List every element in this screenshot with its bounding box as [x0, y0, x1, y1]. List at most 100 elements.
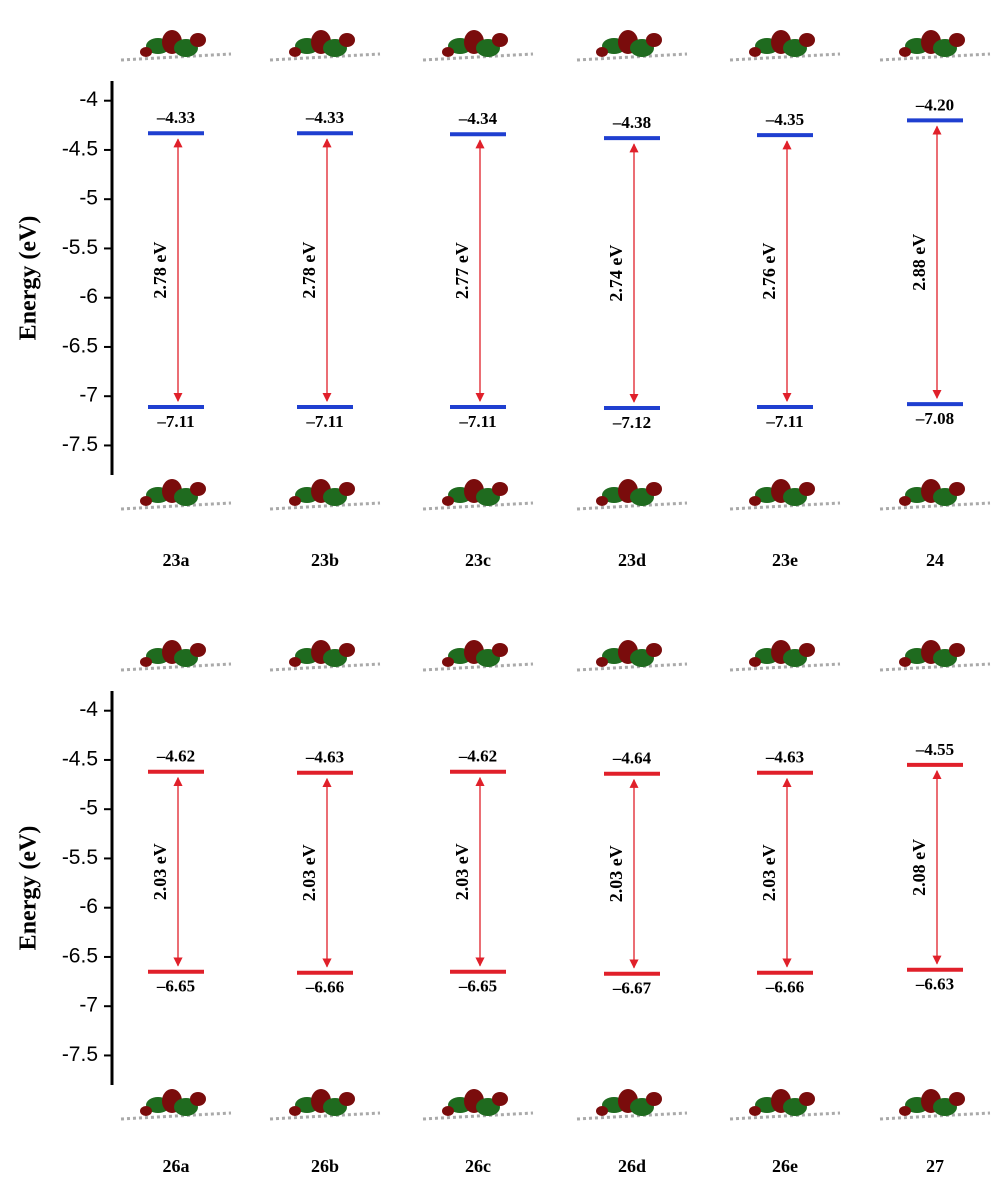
orbital-lobe	[646, 1092, 662, 1106]
molecule-skeleton	[270, 54, 380, 60]
orbital-lobe	[339, 33, 355, 47]
orbital-lobe	[289, 47, 301, 57]
compound-label: 23b	[311, 550, 339, 570]
y-tick-label: -5.5	[62, 846, 98, 869]
orbital-lobe	[749, 47, 761, 57]
lumo-label: –4.34	[458, 109, 498, 128]
homo-label: –7.08	[915, 409, 954, 428]
gap-label: 2.78 eV	[299, 242, 319, 299]
y-tick-label: -4	[79, 698, 98, 721]
lumo-label: –4.62	[458, 747, 497, 766]
molecule-skeleton	[577, 54, 687, 60]
compound-label: 26e	[772, 1156, 798, 1176]
orbital-lobe	[799, 1092, 815, 1106]
compound-label: 23a	[163, 550, 190, 570]
gap-label: 2.03 eV	[606, 845, 626, 902]
y-tick-label: -4	[79, 88, 98, 111]
molecule-skeleton	[121, 1113, 231, 1119]
gap-label: 2.03 eV	[452, 843, 472, 900]
orbital-lobe	[949, 33, 965, 47]
molecule-skeleton	[730, 664, 840, 670]
gap-label: 2.78 eV	[150, 242, 170, 299]
orbital-lobe	[899, 657, 911, 667]
y-tick-label: -6.5	[62, 944, 98, 967]
orbital-lobe	[140, 47, 152, 57]
orbital-lobe	[949, 1092, 965, 1106]
orbital-lobe	[646, 482, 662, 496]
orbital-lobe	[442, 496, 454, 506]
molecule-skeleton	[423, 54, 533, 60]
compound-label: 23d	[618, 550, 646, 570]
homo-label: –6.65	[156, 977, 195, 996]
orbital-lobe	[596, 496, 608, 506]
homo-label: –7.11	[765, 412, 803, 431]
orbital-lobe	[899, 1106, 911, 1116]
homo-label: –6.67	[612, 979, 652, 998]
orbital-lobe	[442, 1106, 454, 1116]
molecule-skeleton	[270, 503, 380, 509]
molecule-skeleton	[121, 664, 231, 670]
figure: -4-4.5-5-5.5-6-6.5-7-7.5Energy (eV)–4.33…	[0, 0, 1005, 1185]
y-tick-label: -7.5	[62, 1043, 98, 1066]
orbital-lobe	[190, 1092, 206, 1106]
molecule-skeleton	[121, 54, 231, 60]
orbital-lobe	[442, 47, 454, 57]
y-tick-label: -6	[79, 285, 98, 308]
lumo-label: –4.63	[305, 748, 344, 767]
lumo-label: –4.63	[765, 748, 804, 767]
gap-label: 2.03 eV	[150, 843, 170, 900]
gap-label: 2.77 eV	[452, 242, 472, 299]
compound-label: 26b	[311, 1156, 339, 1176]
orbital-lobe	[140, 1106, 152, 1116]
y-tick-label: -6.5	[62, 334, 98, 357]
gap-label: 2.76 eV	[759, 243, 779, 300]
gap-label: 2.88 eV	[909, 234, 929, 291]
y-tick-label: -5.5	[62, 236, 98, 259]
orbital-lobe	[949, 643, 965, 657]
orbital-lobe	[749, 1106, 761, 1116]
homo-label: –7.11	[458, 412, 496, 431]
lumo-label: –4.38	[612, 113, 651, 132]
y-axis-label: Energy (eV)	[16, 216, 42, 341]
orbital-lobe	[190, 482, 206, 496]
orbital-lobe	[596, 47, 608, 57]
orbital-lobe	[190, 33, 206, 47]
lumo-label: –4.33	[305, 108, 344, 127]
orbital-lobe	[899, 47, 911, 57]
compound-label: 24	[926, 550, 944, 570]
compound-label: 26c	[465, 1156, 491, 1176]
lumo-label: –4.35	[765, 110, 804, 129]
orbital-lobe	[190, 643, 206, 657]
orbital-lobe	[442, 657, 454, 667]
molecule-skeleton	[730, 1113, 840, 1119]
y-tick-label: -7.5	[62, 433, 98, 456]
molecule-skeleton	[270, 664, 380, 670]
lumo-label: –4.55	[915, 740, 954, 759]
orbital-lobe	[339, 643, 355, 657]
molecule-skeleton	[270, 1113, 380, 1119]
orbital-lobe	[646, 33, 662, 47]
molecule-skeleton	[730, 503, 840, 509]
orbital-lobe	[596, 1106, 608, 1116]
orbital-lobe	[949, 482, 965, 496]
compound-label: 26d	[618, 1156, 646, 1176]
orbital-lobe	[140, 657, 152, 667]
gap-label: 2.03 eV	[299, 844, 319, 901]
molecule-skeleton	[121, 503, 231, 509]
orbital-lobe	[339, 482, 355, 496]
compound-label: 23c	[465, 550, 491, 570]
y-tick-label: -6	[79, 895, 98, 918]
molecule-skeleton	[423, 664, 533, 670]
orbital-lobe	[799, 33, 815, 47]
orbital-lobe	[339, 1092, 355, 1106]
molecule-skeleton	[577, 503, 687, 509]
lumo-label: –4.20	[915, 95, 954, 114]
molecule-skeleton	[880, 664, 990, 670]
y-tick-label: -5	[79, 797, 98, 820]
y-tick-label: -5	[79, 187, 98, 210]
orbital-lobe	[749, 657, 761, 667]
lumo-label: –4.64	[612, 749, 652, 768]
orbital-lobe	[492, 1092, 508, 1106]
gap-label: 2.74 eV	[606, 245, 626, 302]
y-tick-label: -7	[79, 384, 98, 407]
